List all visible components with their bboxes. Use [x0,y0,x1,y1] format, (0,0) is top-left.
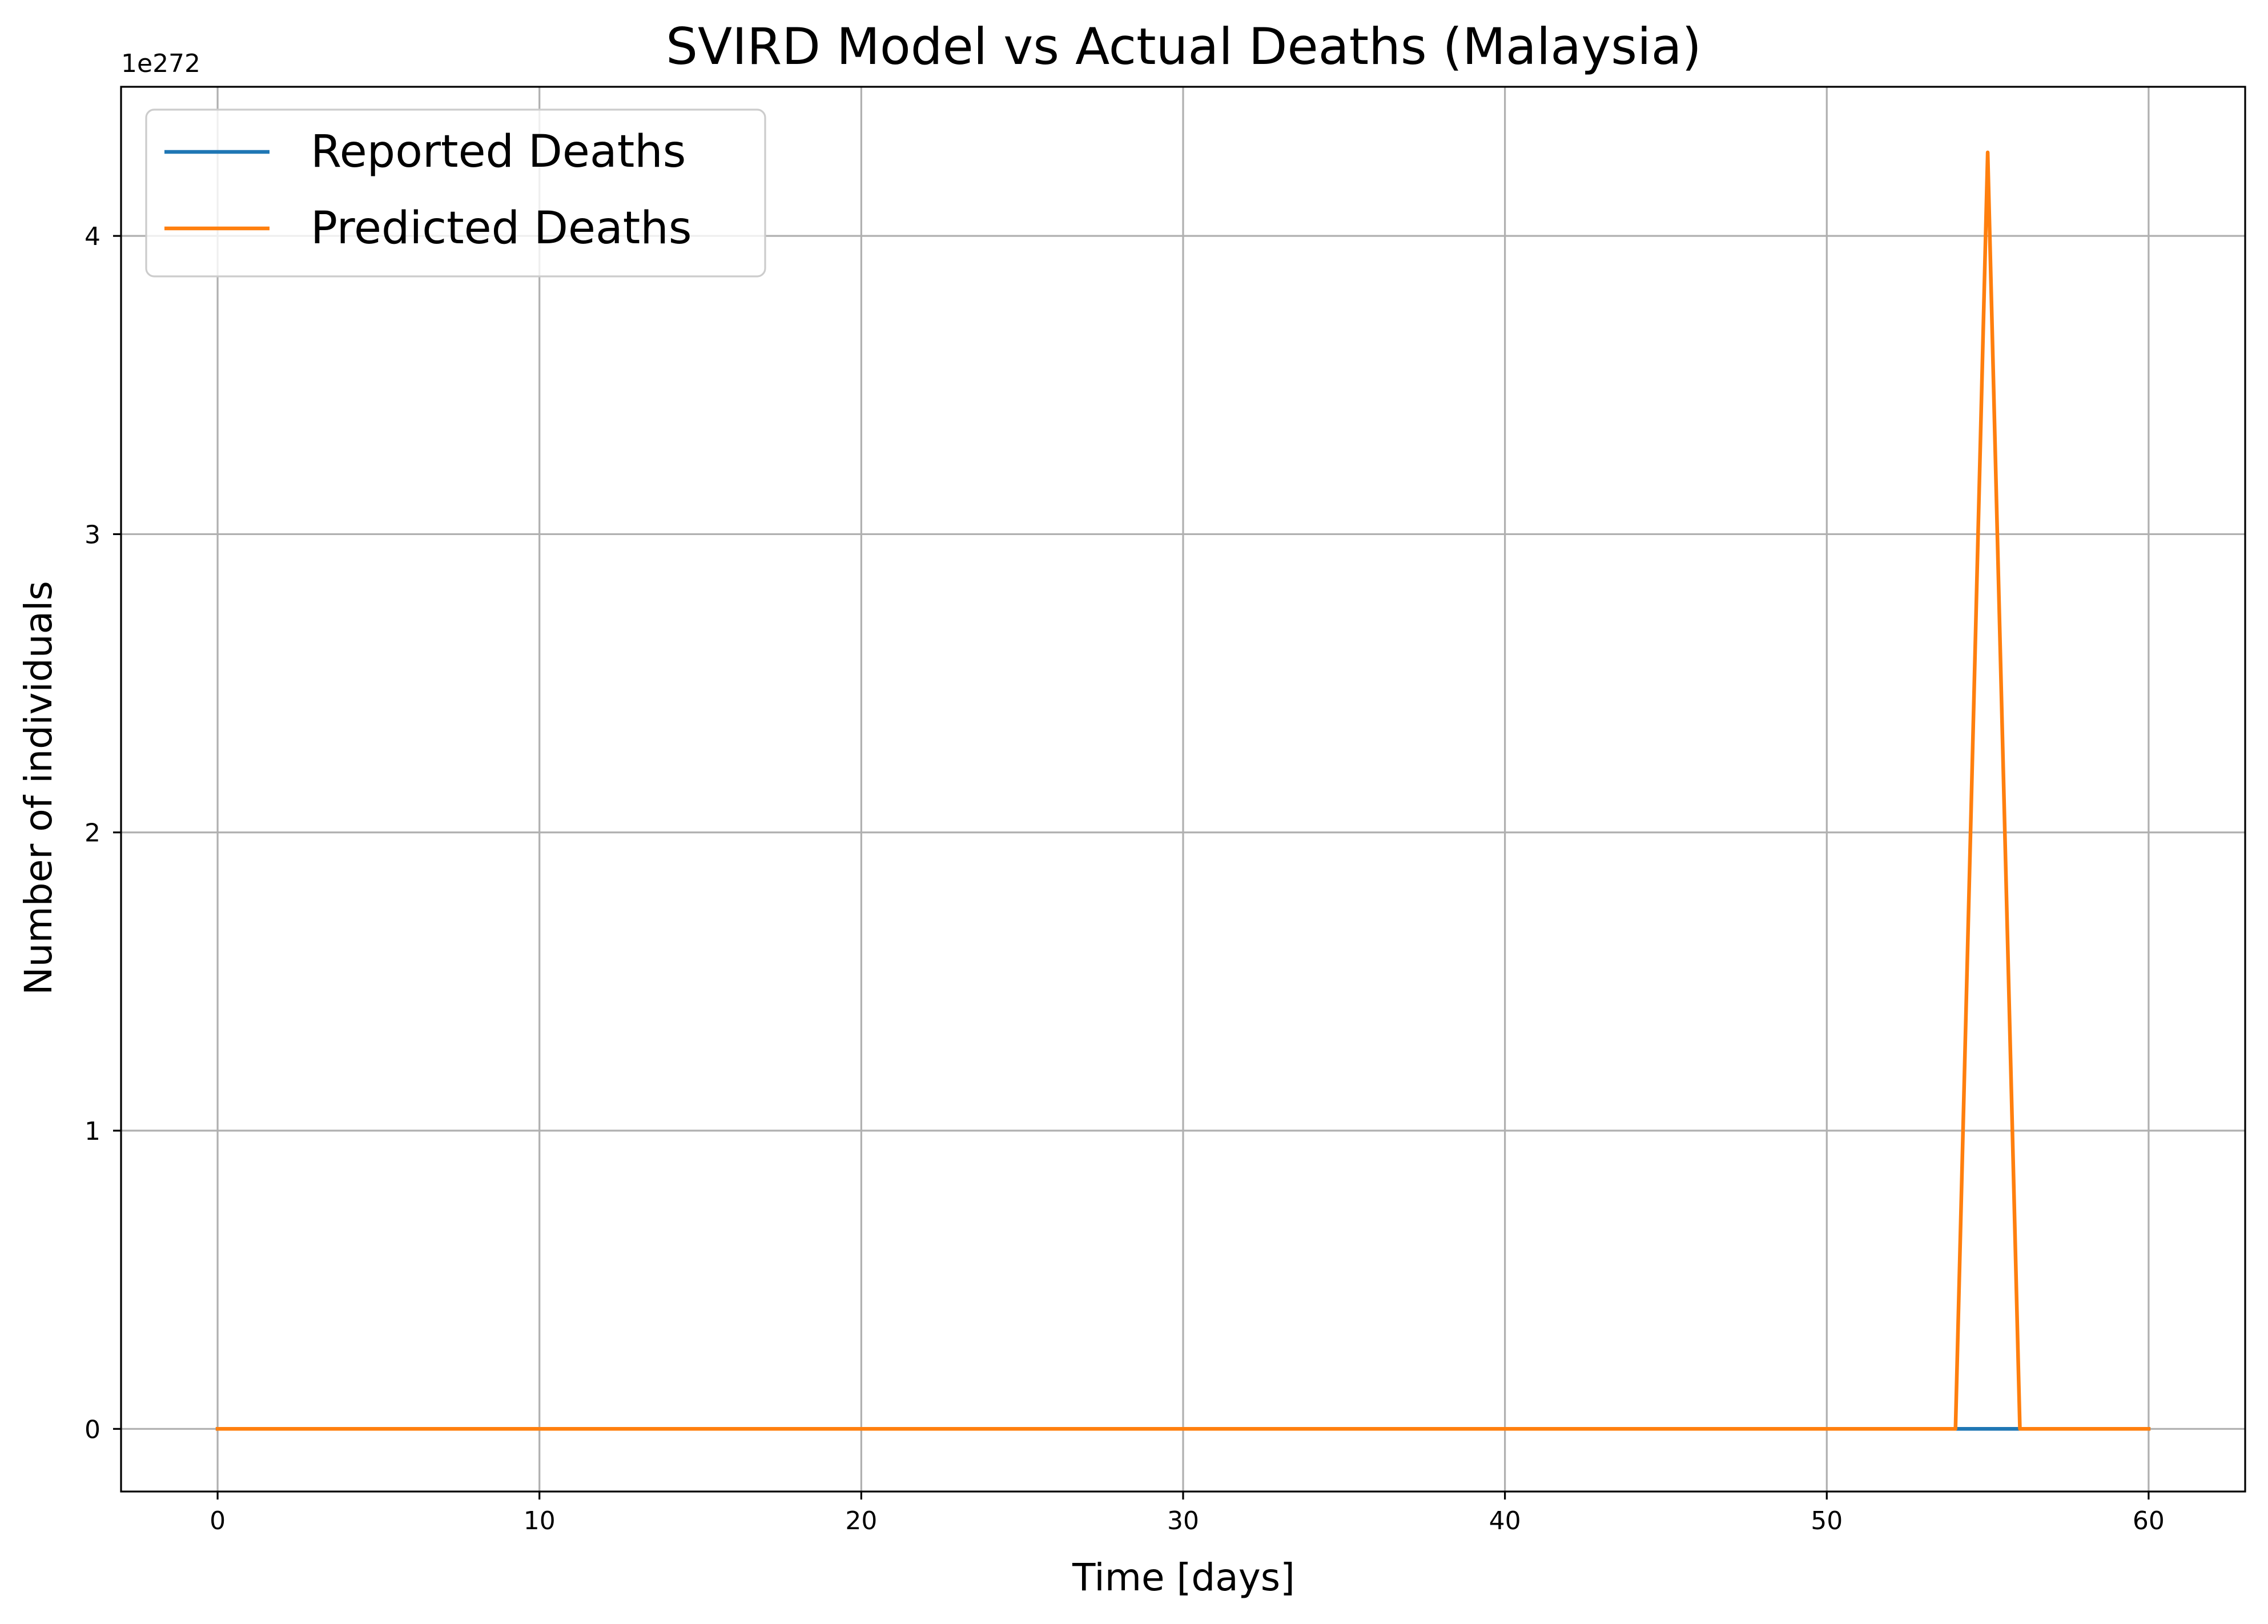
x-tick-label: 20 [845,1506,877,1535]
legend-label-predicted-deaths: Predicted Deaths [311,203,691,254]
x-tick-label: 40 [1489,1506,1521,1535]
y-offset-label: 1e272 [121,49,200,78]
x-tick-label: 50 [1811,1506,1843,1535]
y-tick-label: 3 [85,520,100,549]
legend-box [145,108,766,278]
x-tick-label: 30 [1167,1506,1199,1535]
y-axis-label: Number of individuals [17,581,61,995]
y-tick-label: 4 [85,222,100,251]
y-tick-label: 2 [85,819,100,848]
y-tick-label: 0 [85,1415,100,1444]
series-line-predicted-deaths [215,150,2151,1431]
legend-label-reported-deaths: Reported Deaths [311,126,686,178]
legend: Reported Deaths Predicted Deaths [145,108,766,278]
x-axis-label: Time [days] [1072,1555,1295,1599]
y-tick-label: 1 [85,1117,100,1146]
x-tick-label: 60 [2133,1506,2165,1535]
chart-title: SVIRD Model vs Actual Deaths (Malaysia) [666,17,1702,76]
series-layer [215,150,2151,1431]
ticks: 0 10 20 30 40 50 60 0 1 2 3 4 [85,222,2165,1535]
x-tick-label: 10 [524,1506,556,1535]
x-tick-label: 0 [210,1506,226,1535]
